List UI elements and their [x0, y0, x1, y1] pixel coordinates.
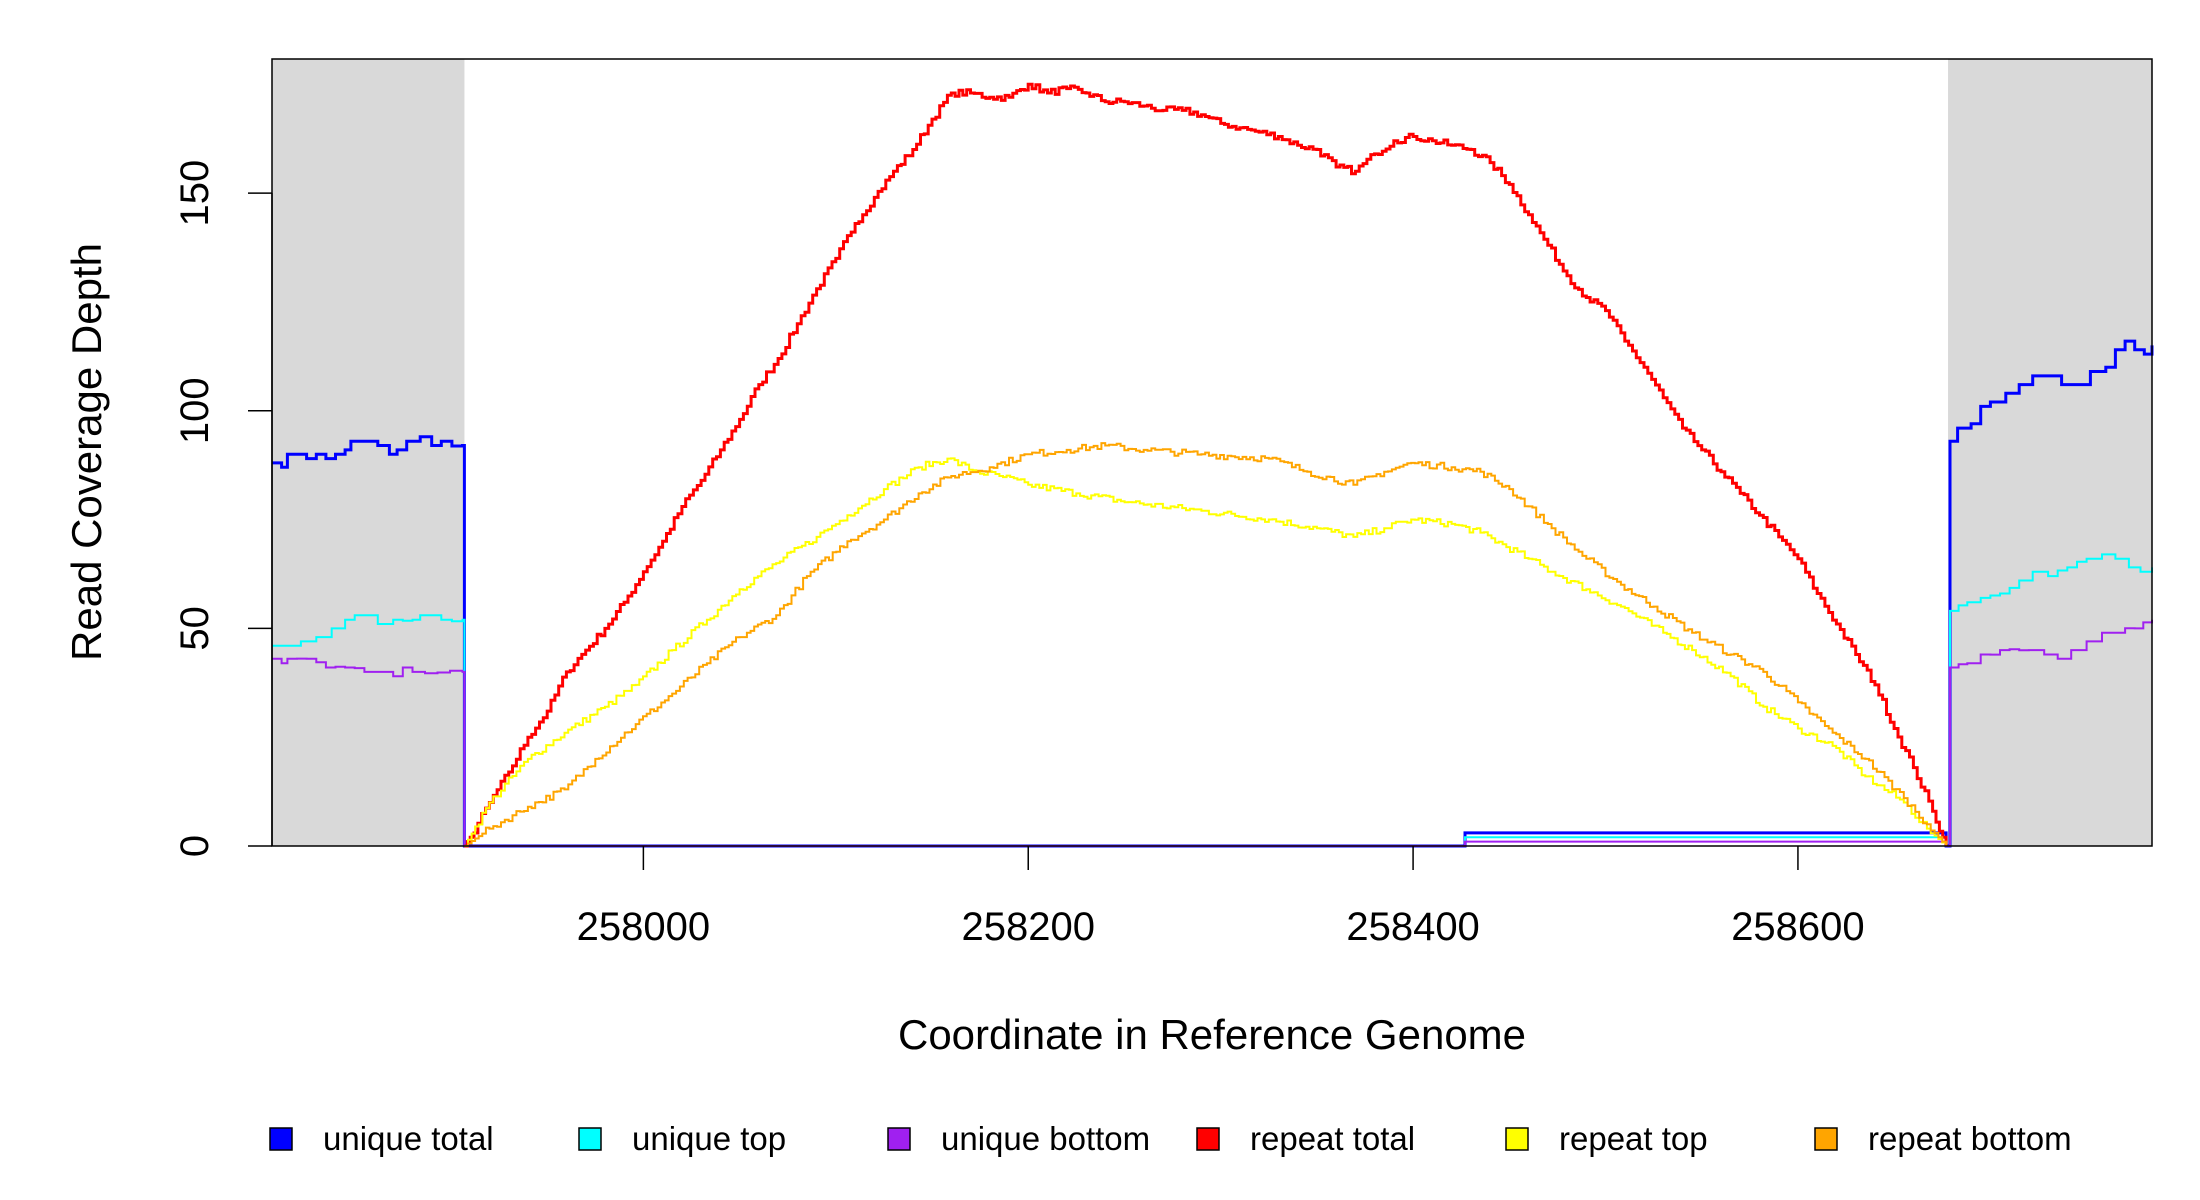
shaded-region-0	[272, 59, 465, 846]
y-tick-label: 150	[173, 160, 217, 227]
plot-frame	[271, 58, 2153, 847]
legend-label: repeat top	[1559, 1120, 1708, 1157]
y-tick-label: 100	[173, 377, 217, 444]
y-axis-label: Read Coverage Depth	[63, 243, 110, 661]
legend-item-unique-total: unique total	[269, 1120, 494, 1157]
legend-swatch	[269, 1127, 293, 1151]
x-axis-label: Coordinate in Reference Genome	[898, 1011, 1526, 1058]
legend-item-repeat-bottom: repeat bottom	[1814, 1120, 2072, 1157]
legend: unique total unique top unique bottom repea…	[269, 1120, 2072, 1157]
legend-label: unique total	[323, 1120, 494, 1157]
legend-swatch	[1814, 1127, 1838, 1151]
x-axis: 258000 258200 258400 258600	[577, 846, 1865, 949]
y-tick-label: 0	[173, 835, 217, 857]
legend-item-repeat-top: repeat top	[1505, 1120, 1708, 1157]
legend-swatch	[887, 1127, 911, 1151]
legend-item-unique-top: unique top	[578, 1120, 786, 1157]
x-tick-label: 258400	[1346, 905, 1479, 949]
legend-label: repeat bottom	[1868, 1120, 2072, 1157]
y-tick-label: 50	[173, 606, 217, 651]
series-line-unique-bottom	[272, 619, 2153, 847]
legend-swatch	[1505, 1127, 1529, 1151]
x-tick-label: 258600	[1731, 905, 1864, 949]
series-line-repeat-bottom	[464, 442, 1948, 847]
legend-label: unique bottom	[941, 1120, 1150, 1157]
x-tick-label: 258000	[577, 905, 710, 949]
shaded-region-1	[1948, 59, 2152, 846]
y-axis: 0 50 100 150	[173, 160, 273, 857]
legend-swatch	[1196, 1127, 1220, 1151]
legend-item-unique-bottom: unique bottom	[887, 1120, 1150, 1157]
legend-item-repeat-total: repeat total	[1196, 1120, 1415, 1157]
series-line-repeat-total	[464, 82, 1948, 848]
series-line-repeat-top	[464, 457, 1948, 847]
series-line-unique-total	[272, 339, 2154, 848]
legend-label: unique top	[632, 1120, 786, 1157]
x-tick-label: 258200	[961, 905, 1094, 949]
legend-label: repeat total	[1250, 1120, 1415, 1157]
legend-swatch	[578, 1127, 602, 1151]
